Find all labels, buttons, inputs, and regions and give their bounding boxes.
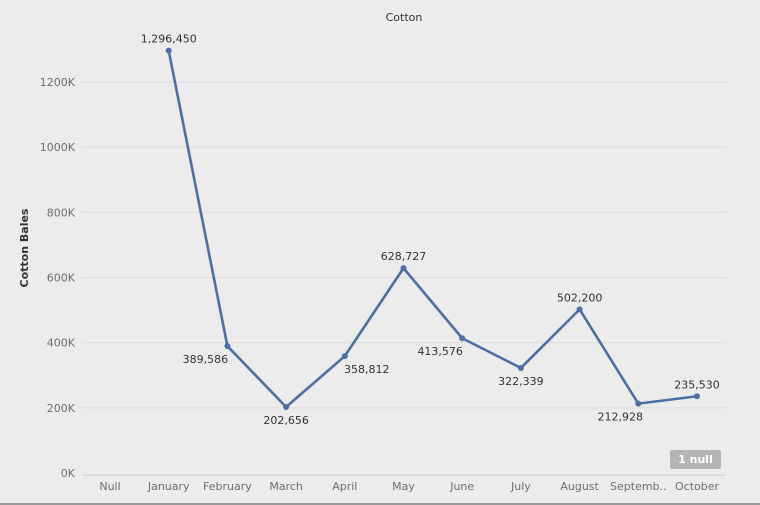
data-point[interactable] (283, 403, 290, 410)
x-tick-label: Septemb.. (610, 480, 667, 493)
data-point[interactable] (341, 353, 348, 360)
data-label: 389,586 (183, 353, 229, 366)
null-indicator-badge[interactable]: 1 null (670, 450, 721, 469)
x-tick-label: April (332, 480, 357, 493)
gridlines (82, 81, 726, 476)
series-line (167, 50, 698, 409)
y-tick-label: 1200K (40, 76, 76, 89)
data-point[interactable] (400, 265, 407, 272)
data-label: 202,656 (263, 414, 309, 427)
x-tick-label: Null (99, 480, 120, 493)
x-tick-label: July (510, 480, 531, 493)
data-point[interactable] (224, 343, 231, 350)
y-tick-label: 0K (61, 467, 76, 480)
x-axis-ticks: Null January February March April May June July… (99, 480, 719, 493)
data-point[interactable] (694, 393, 700, 400)
x-tick-label: February (203, 480, 252, 493)
data-label: 502,200 (557, 291, 603, 304)
x-tick-label: October (675, 480, 719, 493)
data-label: 1,296,450 (141, 33, 197, 46)
x-tick-label: January (147, 480, 190, 493)
data-label: 235,530 (674, 378, 720, 391)
y-tick-label: 200K (47, 402, 76, 415)
y-tick-label: 600K (47, 272, 76, 285)
data-label: 628,727 (381, 250, 427, 263)
y-tick-label: 1000K (40, 141, 76, 154)
data-point[interactable] (459, 335, 466, 342)
y-axis-title: Cotton Bales (18, 208, 31, 287)
data-point[interactable] (517, 364, 524, 371)
series-cotton (165, 47, 700, 410)
x-tick-label: May (392, 480, 415, 493)
x-tick-label: August (560, 480, 599, 493)
data-label: 413,576 (417, 345, 463, 358)
y-tick-label: 800K (47, 206, 76, 219)
y-axis-ticks: 0K 200K 400K 600K 800K 1000K 1200K (40, 76, 76, 480)
data-label: 322,339 (498, 375, 544, 388)
x-tick-label: June (449, 480, 474, 493)
data-label: 212,928 (598, 411, 644, 424)
data-point[interactable] (635, 400, 642, 407)
data-point[interactable] (165, 47, 172, 54)
x-tick-label: March (269, 480, 303, 493)
chart-title: Cotton (386, 11, 423, 24)
bottom-border (0, 503, 760, 505)
data-labels: 1,296,450 389,586 202,656 358,812 628,727 413… (141, 33, 720, 427)
data-label: 358,812 (344, 363, 390, 376)
data-point[interactable] (576, 306, 583, 313)
y-tick-label: 400K (47, 337, 76, 350)
